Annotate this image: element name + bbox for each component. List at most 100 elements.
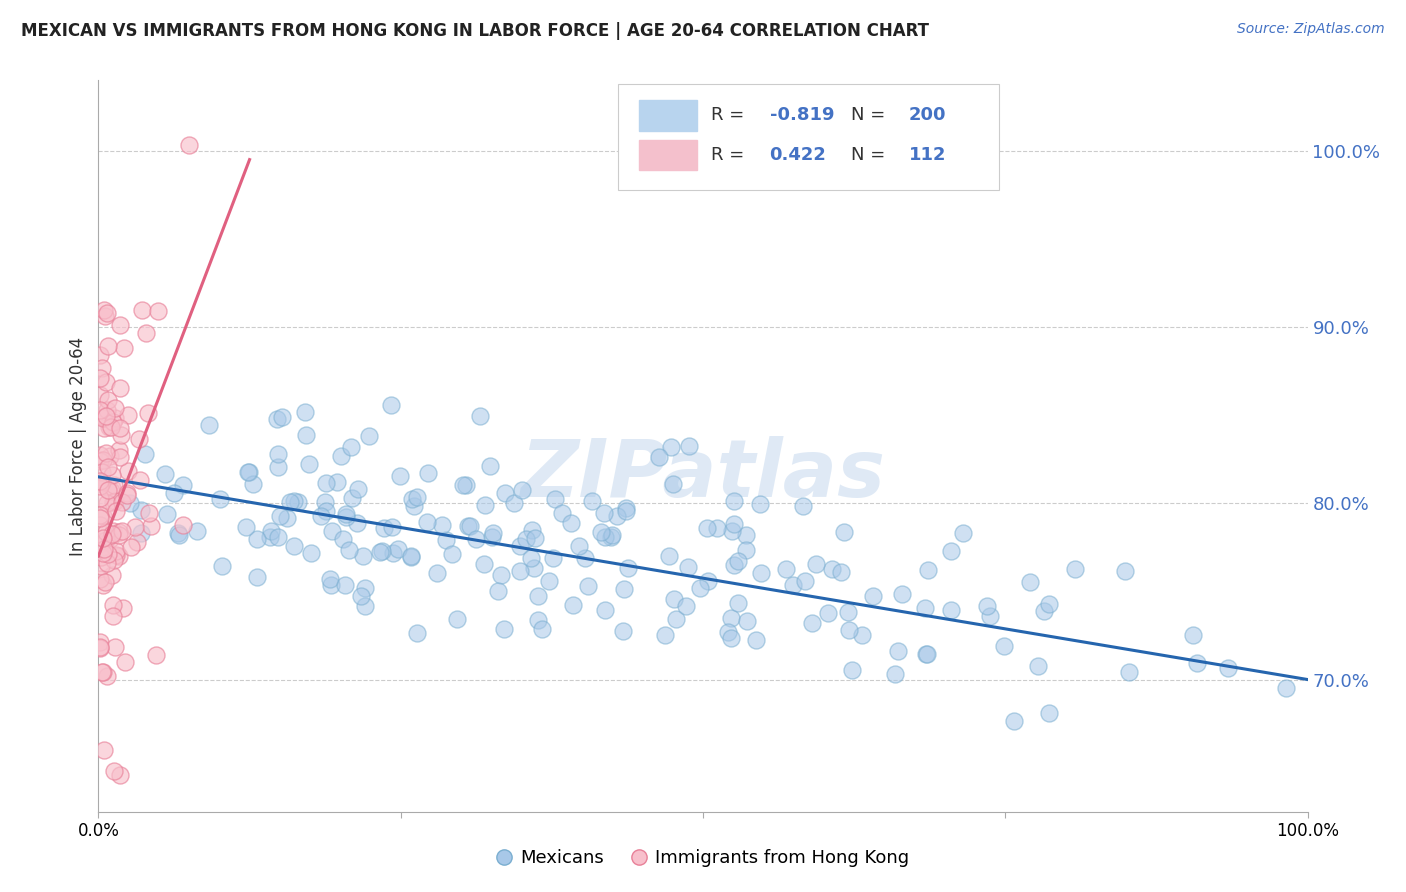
Point	[489, 568, 512, 582]
Point	[101, 598, 124, 612]
Point	[90, 549, 112, 564]
Point	[89, 491, 111, 505]
Point	[269, 509, 291, 524]
Point	[100, 527, 122, 541]
Point	[727, 596, 749, 610]
Text: R =: R =	[711, 146, 751, 164]
Point	[139, 519, 162, 533]
Point	[1033, 604, 1056, 618]
Point	[568, 540, 591, 554]
Point	[723, 494, 745, 508]
Point	[283, 494, 305, 508]
Point	[592, 506, 614, 520]
Point	[94, 445, 117, 459]
Point	[104, 494, 127, 508]
Point	[614, 501, 637, 516]
Point	[1118, 665, 1140, 679]
Point	[689, 582, 711, 596]
Point	[114, 655, 136, 669]
Point	[104, 640, 127, 654]
Point	[89, 453, 111, 467]
Point	[278, 494, 301, 508]
Point	[211, 558, 233, 573]
Point	[353, 581, 375, 595]
Point	[745, 633, 768, 648]
Point	[129, 502, 152, 516]
Point	[89, 518, 111, 533]
Point	[581, 494, 603, 508]
Point	[98, 449, 121, 463]
Point	[979, 608, 1001, 623]
Point	[104, 504, 127, 518]
Point	[389, 469, 412, 483]
Point	[915, 647, 938, 661]
Point	[314, 494, 336, 508]
Point	[124, 520, 146, 534]
Point	[370, 543, 392, 558]
Point	[319, 578, 342, 592]
Point	[89, 479, 111, 493]
Point	[299, 547, 322, 561]
Point	[1004, 714, 1026, 729]
Point	[91, 360, 114, 375]
Point	[101, 567, 124, 582]
Point	[430, 517, 453, 532]
Point	[368, 545, 391, 559]
Point	[110, 524, 132, 539]
Text: N =: N =	[851, 146, 890, 164]
Text: 112: 112	[908, 146, 946, 164]
Y-axis label: In Labor Force | Age 20-64: In Labor Force | Age 20-64	[69, 336, 87, 556]
Point	[891, 587, 914, 601]
Point	[381, 546, 404, 560]
Point	[91, 509, 114, 524]
Point	[373, 521, 395, 535]
Point	[793, 574, 815, 588]
Point	[576, 579, 599, 593]
Point	[458, 518, 481, 533]
Point	[851, 628, 873, 642]
Point	[593, 603, 616, 617]
Point	[108, 528, 131, 542]
Point	[792, 500, 814, 514]
Point	[172, 517, 194, 532]
Point	[520, 550, 543, 565]
Point	[332, 533, 354, 547]
Point	[91, 665, 114, 679]
Point	[101, 524, 124, 539]
Legend: Mexicans, Immigrants from Hong Kong: Mexicans, Immigrants from Hong Kong	[489, 842, 917, 874]
Point	[97, 392, 120, 407]
Point	[179, 138, 201, 153]
Point	[616, 561, 638, 575]
Point	[315, 504, 337, 518]
Point	[167, 525, 190, 540]
Point	[101, 467, 124, 482]
FancyBboxPatch shape	[638, 100, 697, 131]
Point	[560, 516, 582, 530]
Point	[727, 554, 749, 568]
Point	[381, 520, 404, 534]
Point	[238, 465, 260, 479]
Point	[89, 370, 111, 384]
Point	[103, 553, 125, 567]
Point	[120, 540, 142, 554]
Point	[346, 516, 368, 530]
Point	[606, 508, 628, 523]
Point	[509, 539, 531, 553]
Point	[112, 600, 135, 615]
Point	[89, 640, 111, 654]
Point	[468, 409, 491, 423]
Point	[446, 612, 468, 626]
Point	[298, 457, 321, 471]
Point	[939, 544, 962, 558]
Text: 200: 200	[908, 106, 946, 124]
Point	[402, 500, 425, 514]
Point	[129, 473, 152, 487]
Point	[209, 492, 232, 507]
Point	[782, 578, 804, 592]
Point	[97, 338, 120, 352]
Point	[110, 318, 132, 332]
Point	[503, 496, 526, 510]
Point	[841, 663, 863, 677]
Point	[163, 486, 186, 500]
Point	[696, 521, 718, 535]
